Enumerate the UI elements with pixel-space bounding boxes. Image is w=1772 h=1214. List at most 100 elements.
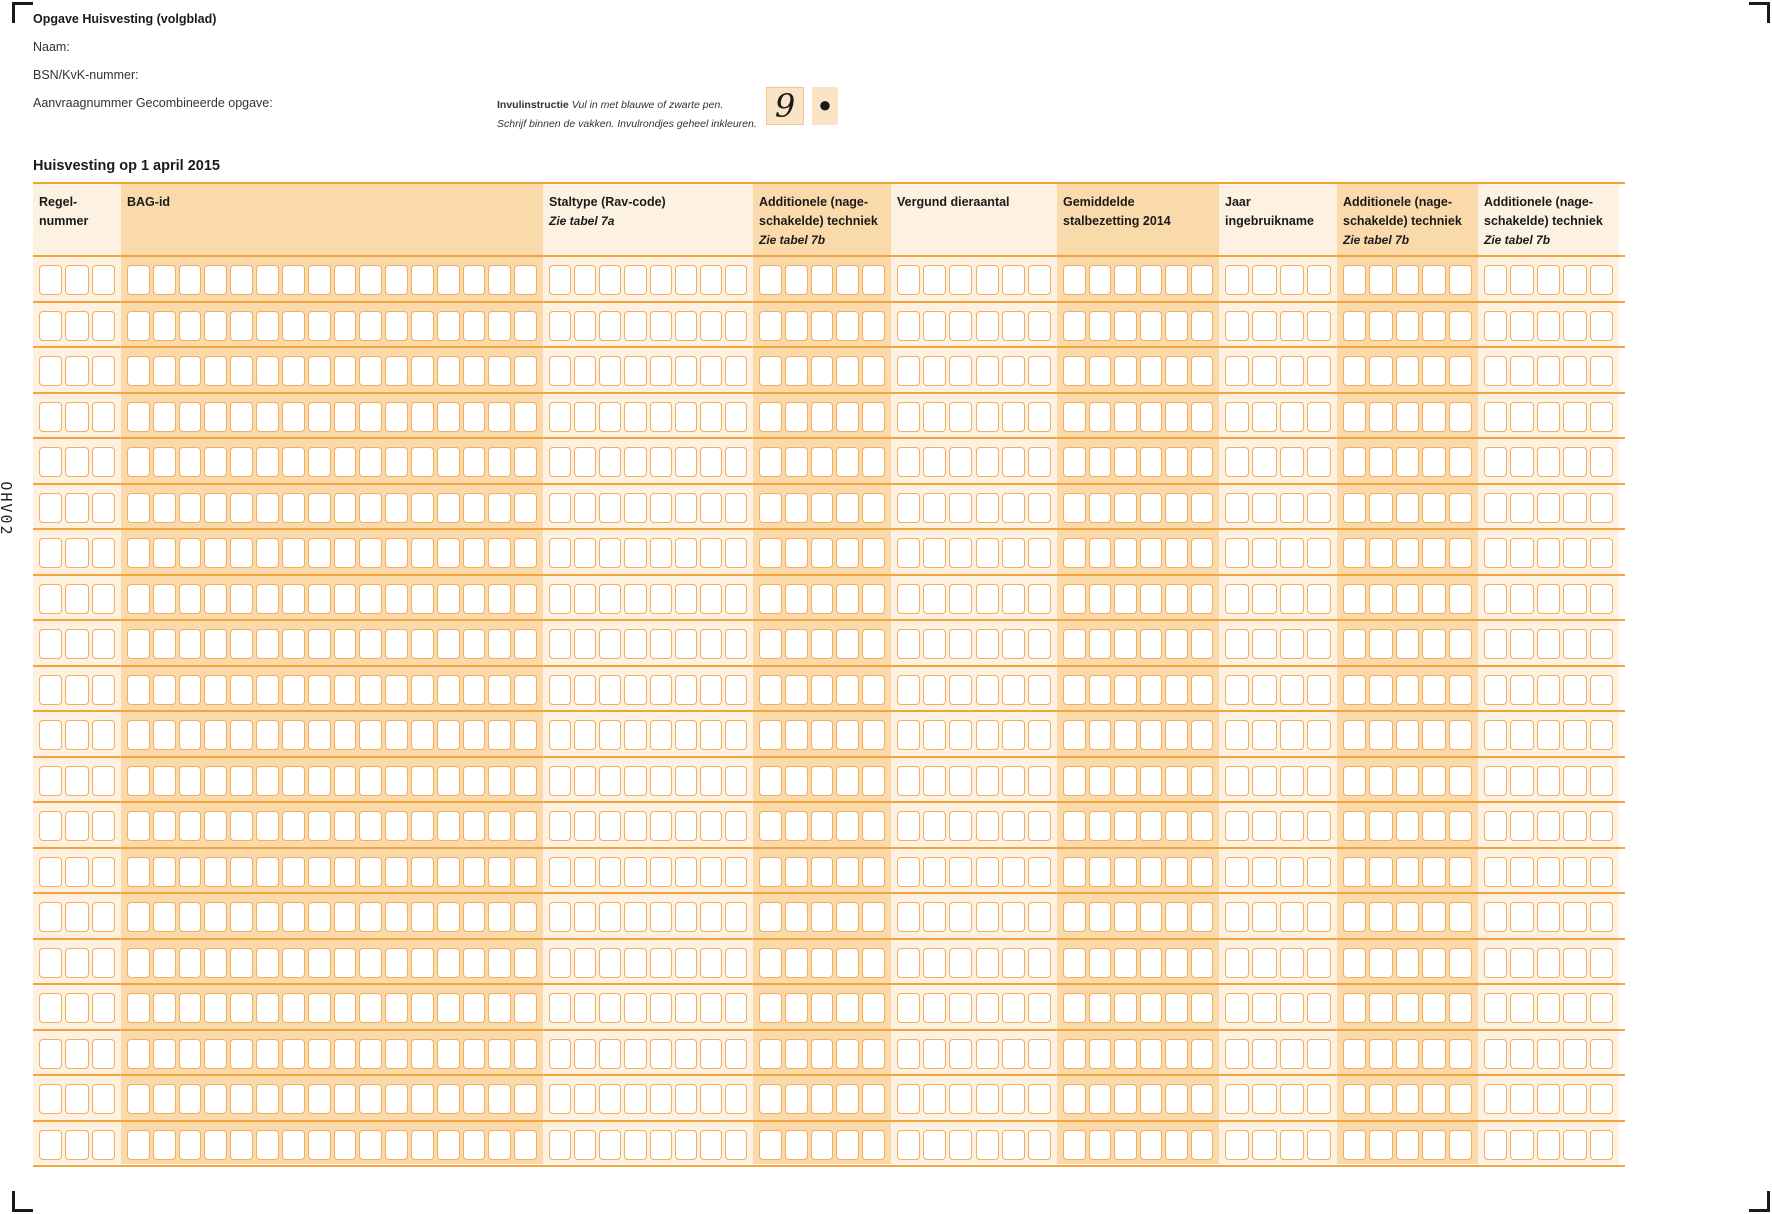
character-box-jaar[interactable]	[1252, 1084, 1277, 1114]
character-box-jaar[interactable]	[1306, 1084, 1331, 1114]
character-box-add1[interactable]	[836, 310, 860, 341]
character-box-add2[interactable]	[1448, 1084, 1472, 1114]
character-box-vergund[interactable]	[975, 401, 999, 432]
character-box-bag[interactable]	[410, 765, 434, 796]
character-box-bag[interactable]	[230, 1084, 254, 1114]
character-box-vergund[interactable]	[923, 1129, 947, 1160]
character-box-add2[interactable]	[1448, 629, 1472, 659]
character-box-bag[interactable]	[462, 492, 486, 523]
character-box-add3[interactable]	[1510, 1129, 1534, 1160]
character-box-add1[interactable]	[862, 765, 885, 796]
character-box-add1[interactable]	[862, 447, 885, 477]
character-box-add2[interactable]	[1448, 310, 1472, 341]
character-box-bag[interactable]	[436, 1038, 460, 1069]
character-box-regel[interactable]	[39, 902, 63, 932]
character-box-bag[interactable]	[514, 902, 537, 932]
character-box-gemiddeld[interactable]	[1114, 1038, 1137, 1069]
character-box-gemiddeld[interactable]	[1114, 310, 1137, 341]
character-box-gemiddeld[interactable]	[1063, 310, 1086, 341]
character-box-add3[interactable]	[1589, 538, 1613, 568]
character-box-bag[interactable]	[256, 856, 279, 887]
character-box-add1[interactable]	[836, 265, 860, 295]
character-box-gemiddeld[interactable]	[1114, 765, 1137, 796]
character-box-regel[interactable]	[39, 310, 63, 341]
character-box-bag[interactable]	[256, 310, 279, 341]
character-box-add2[interactable]	[1343, 811, 1367, 841]
character-box-staltype[interactable]	[699, 993, 722, 1023]
character-box-jaar[interactable]	[1252, 538, 1277, 568]
character-box-vergund[interactable]	[949, 947, 973, 978]
character-box-staltype[interactable]	[724, 856, 747, 887]
character-box-staltype[interactable]	[574, 1084, 597, 1114]
character-box-bag[interactable]	[178, 1084, 202, 1114]
character-box-bag[interactable]	[436, 629, 460, 659]
character-box-regel[interactable]	[65, 265, 89, 295]
character-box-bag[interactable]	[488, 811, 512, 841]
character-box-add1[interactable]	[836, 538, 860, 568]
character-box-add3[interactable]	[1484, 629, 1508, 659]
character-box-bag[interactable]	[385, 1129, 408, 1160]
character-box-vergund[interactable]	[1001, 447, 1025, 477]
character-box-bag[interactable]	[204, 1129, 228, 1160]
character-box-add2[interactable]	[1369, 811, 1393, 841]
character-box-jaar[interactable]	[1225, 447, 1250, 477]
character-box-bag[interactable]	[436, 902, 460, 932]
character-box-add3[interactable]	[1589, 856, 1613, 887]
character-box-add1[interactable]	[862, 401, 885, 432]
character-box-bag[interactable]	[230, 583, 254, 614]
character-box-vergund[interactable]	[923, 401, 947, 432]
character-box-bag[interactable]	[333, 310, 357, 341]
character-box-bag[interactable]	[359, 902, 383, 932]
character-box-add3[interactable]	[1563, 629, 1587, 659]
character-box-bag[interactable]	[127, 356, 150, 386]
character-box-vergund[interactable]	[897, 447, 921, 477]
character-box-add1[interactable]	[784, 583, 808, 614]
character-box-regel[interactable]	[65, 401, 89, 432]
character-box-add1[interactable]	[759, 674, 782, 705]
character-box-bag[interactable]	[256, 765, 279, 796]
character-box-bag[interactable]	[204, 765, 228, 796]
character-box-staltype[interactable]	[624, 1129, 647, 1160]
character-box-staltype[interactable]	[549, 765, 572, 796]
character-box-gemiddeld[interactable]	[1114, 583, 1137, 614]
character-box-jaar[interactable]	[1225, 538, 1250, 568]
character-box-jaar[interactable]	[1279, 492, 1304, 523]
character-box-add1[interactable]	[810, 720, 834, 750]
character-box-staltype[interactable]	[624, 902, 647, 932]
character-box-add2[interactable]	[1343, 310, 1367, 341]
character-box-add2[interactable]	[1369, 583, 1393, 614]
character-box-vergund[interactable]	[1027, 856, 1051, 887]
character-box-jaar[interactable]	[1306, 1129, 1331, 1160]
character-box-regel[interactable]	[39, 538, 63, 568]
character-box-bag[interactable]	[307, 265, 331, 295]
character-box-staltype[interactable]	[599, 1038, 622, 1069]
character-box-bag[interactable]	[488, 310, 512, 341]
character-box-vergund[interactable]	[897, 401, 921, 432]
character-box-bag[interactable]	[204, 265, 228, 295]
character-box-add1[interactable]	[759, 538, 782, 568]
character-box-bag[interactable]	[127, 538, 150, 568]
character-box-add3[interactable]	[1484, 310, 1508, 341]
character-box-bag[interactable]	[385, 447, 408, 477]
character-box-vergund[interactable]	[923, 1084, 947, 1114]
character-box-staltype[interactable]	[599, 356, 622, 386]
character-box-bag[interactable]	[152, 811, 176, 841]
character-box-staltype[interactable]	[599, 1084, 622, 1114]
character-box-bag[interactable]	[230, 401, 254, 432]
character-box-gemiddeld[interactable]	[1139, 674, 1162, 705]
character-box-staltype[interactable]	[574, 1038, 597, 1069]
character-box-add3[interactable]	[1563, 492, 1587, 523]
character-box-bag[interactable]	[488, 902, 512, 932]
character-box-add1[interactable]	[810, 1129, 834, 1160]
character-box-staltype[interactable]	[574, 583, 597, 614]
character-box-staltype[interactable]	[699, 583, 722, 614]
character-box-jaar[interactable]	[1225, 720, 1250, 750]
character-box-gemiddeld[interactable]	[1063, 1084, 1086, 1114]
character-box-jaar[interactable]	[1225, 492, 1250, 523]
character-box-staltype[interactable]	[624, 993, 647, 1023]
character-box-staltype[interactable]	[624, 629, 647, 659]
character-box-jaar[interactable]	[1252, 583, 1277, 614]
character-box-staltype[interactable]	[699, 492, 722, 523]
character-box-add3[interactable]	[1563, 811, 1587, 841]
character-box-staltype[interactable]	[574, 447, 597, 477]
